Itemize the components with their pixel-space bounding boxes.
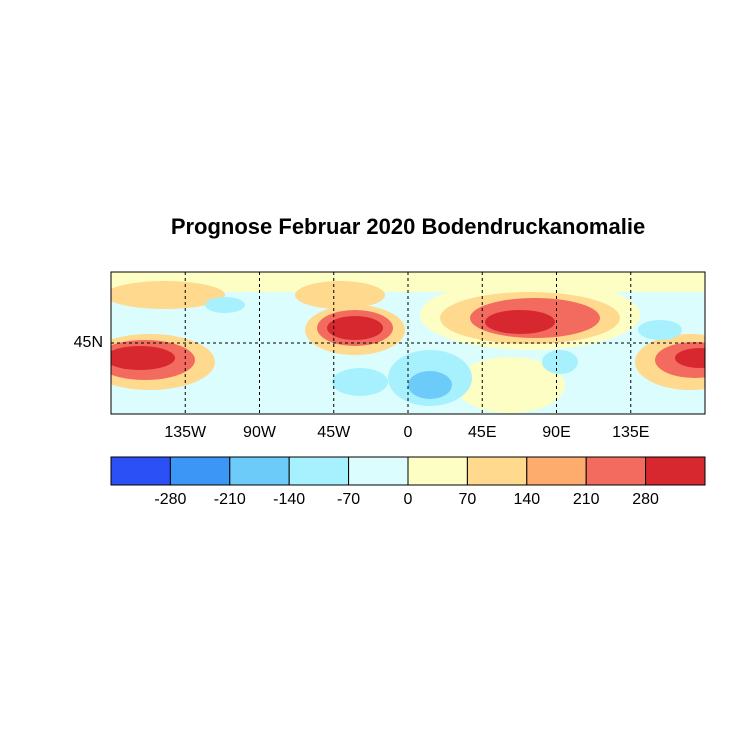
colorbar-label: 70 (459, 491, 477, 508)
colorbar-label: 210 (573, 491, 600, 508)
field-region (111, 346, 175, 370)
colorbar-label: 280 (632, 491, 659, 508)
colorbar-box (288, 456, 350, 486)
field-region (638, 320, 682, 340)
colorbar-label: -70 (337, 491, 360, 508)
colorbar-label: 0 (404, 491, 413, 508)
chart-title: Prognose Februar 2020 Bodendruckanomalie (171, 214, 645, 239)
colorbar-box (348, 456, 409, 486)
colorbar-box (229, 456, 290, 486)
x-tick-label: 135W (164, 424, 207, 441)
x-tick-label: 0 (404, 424, 413, 441)
x-tick-label: 45E (468, 424, 496, 441)
colorbar-box (585, 456, 647, 486)
field-region (542, 350, 578, 374)
graticule (111, 272, 705, 414)
y-tick-label: 45N (74, 334, 103, 351)
colorbar-box (526, 456, 587, 486)
map-frame (110, 271, 706, 415)
colorbar-box (466, 456, 528, 486)
field-region (408, 371, 452, 399)
x-tick-label: 45W (317, 424, 351, 441)
colorbar-label: -280 (154, 491, 186, 508)
x-tick-label: 90W (243, 424, 277, 441)
colorbar-box (169, 456, 231, 486)
colorbar-label: -140 (273, 491, 305, 508)
field-region (485, 310, 555, 334)
field-region (327, 316, 383, 340)
x-tick-label: 135E (612, 424, 649, 441)
field-region (675, 348, 705, 368)
x-tick-label: 90E (542, 424, 570, 441)
colorbar: -280 -210 -140 -70 0 70 140 210 280 (110, 456, 706, 508)
field-region (205, 297, 245, 313)
colorbar-box (407, 456, 468, 486)
colorbar-label: -210 (214, 491, 246, 508)
colorbar-box (645, 456, 706, 486)
colorbar-box (110, 456, 171, 486)
field-region (332, 368, 388, 396)
field-region (111, 281, 225, 309)
field-region (295, 281, 385, 309)
colorbar-label: 140 (513, 491, 540, 508)
anomaly-field (111, 272, 705, 414)
